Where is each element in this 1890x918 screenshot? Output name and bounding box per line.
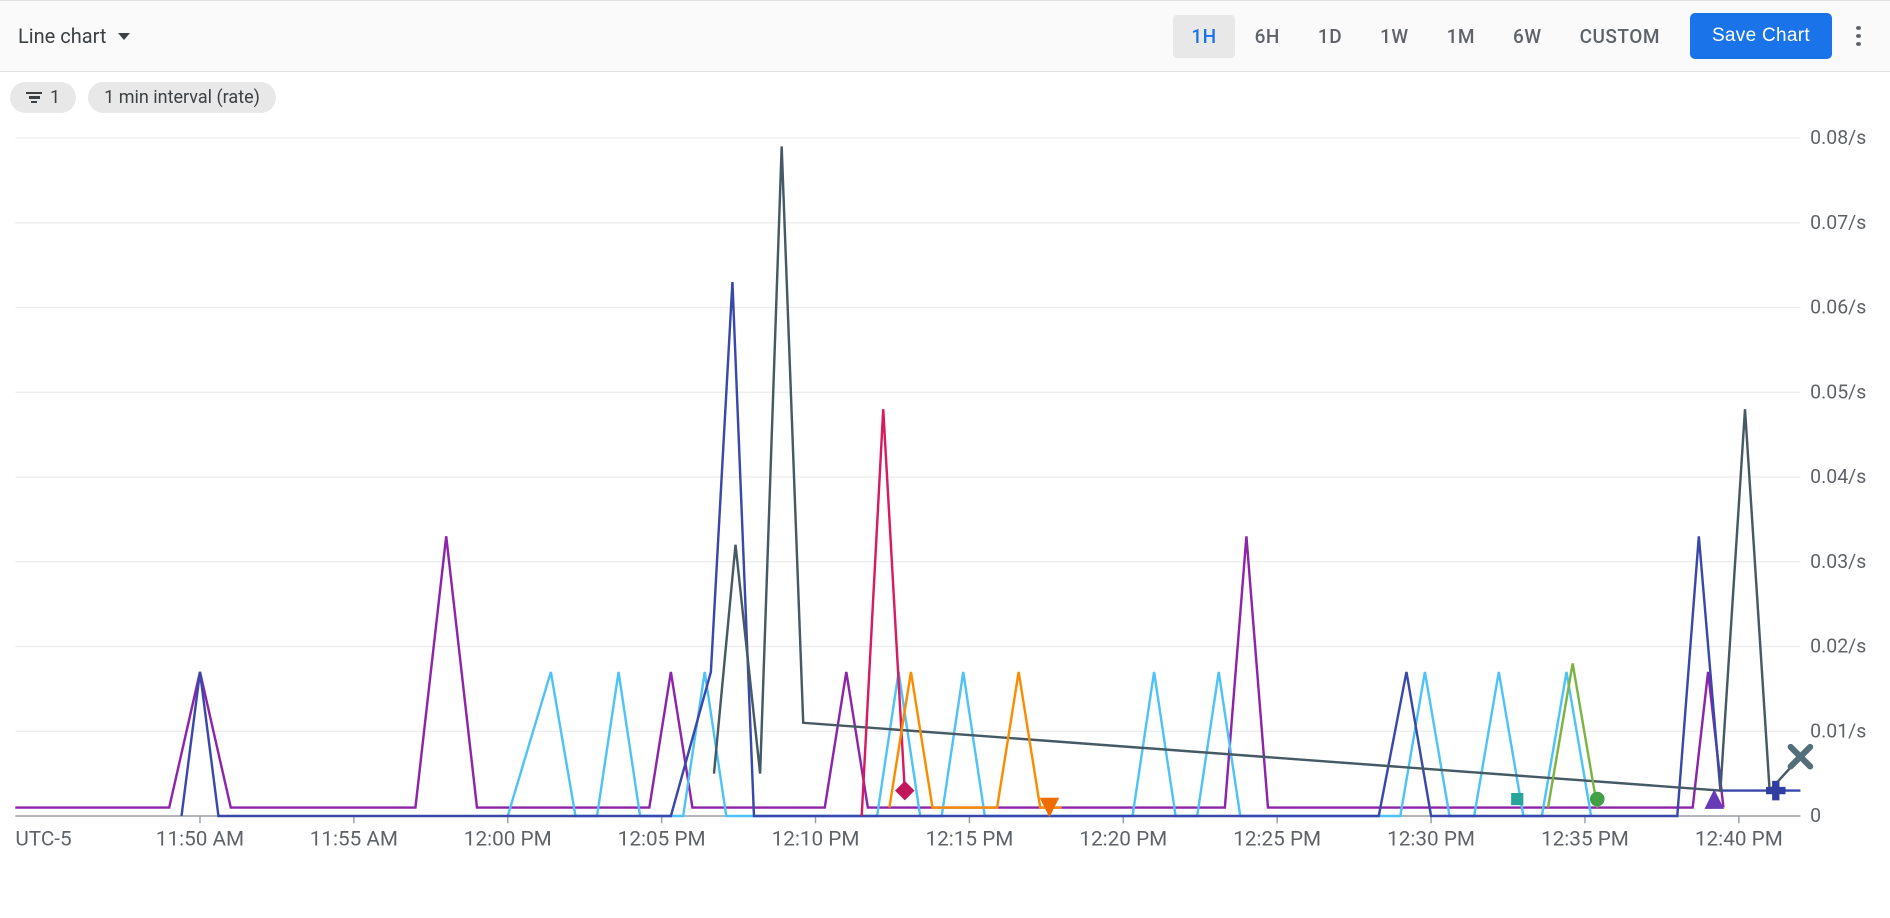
interval-chip[interactable]: 1 min interval (rate) bbox=[88, 82, 276, 113]
time-range-1h[interactable]: 1H bbox=[1173, 15, 1234, 58]
time-range-1m[interactable]: 1M bbox=[1429, 15, 1493, 58]
x-tick-label: 12:25 PM bbox=[1233, 827, 1321, 851]
x-tick-label: 12:10 PM bbox=[772, 827, 860, 851]
caret-down-icon bbox=[118, 33, 130, 40]
x-tick-label: 12:30 PM bbox=[1387, 827, 1475, 851]
chart-area: 0 0.01/s 0.02/s 0.03/s 0.04/s 0.05/s 0.06/s 0.0… bbox=[0, 115, 1890, 861]
y-tick-label: 0.02/s bbox=[1810, 635, 1866, 658]
marker-square bbox=[1511, 793, 1523, 805]
x-tick-label: 12:15 PM bbox=[925, 827, 1013, 851]
chart-toolbar: Line chart 1H6H1D1W1M6WCUSTOM Save Chart bbox=[0, 0, 1890, 72]
x-tick-label: 11:50 AM bbox=[156, 827, 244, 851]
time-range-6w[interactable]: 6W bbox=[1495, 15, 1560, 58]
y-tick-label: 0.03/s bbox=[1810, 550, 1866, 573]
x-tick-label: 12:05 PM bbox=[618, 827, 706, 851]
marker-x bbox=[1791, 747, 1811, 767]
chart-type-label: Line chart bbox=[18, 24, 106, 48]
time-range-group: 1H6H1D1W1M6WCUSTOM bbox=[1173, 15, 1678, 58]
filter-icon bbox=[26, 92, 42, 103]
series-darkslate bbox=[714, 146, 1800, 790]
line-chart-svg[interactable]: 0 0.01/s 0.02/s 0.03/s 0.04/s 0.05/s 0.06/s 0.0… bbox=[8, 121, 1876, 857]
y-tick-label: 0.01/s bbox=[1810, 719, 1866, 742]
filter-chip[interactable]: 1 bbox=[10, 82, 76, 113]
toolbar-right: 1H6H1D1W1M6WCUSTOM Save Chart bbox=[1173, 13, 1872, 59]
y-tick-label: 0.06/s bbox=[1810, 296, 1866, 319]
filter-count-label: 1 bbox=[50, 87, 60, 108]
timezone-label: UTC-5 bbox=[15, 827, 71, 851]
more-options-button[interactable] bbox=[1844, 22, 1872, 50]
chip-row: 1 1 min interval (rate) bbox=[0, 72, 1890, 115]
y-tick-label: 0.04/s bbox=[1810, 465, 1866, 488]
marker-diamond bbox=[895, 781, 915, 801]
time-range-1w[interactable]: 1W bbox=[1362, 15, 1427, 58]
x-tick-label: 12:35 PM bbox=[1541, 827, 1629, 851]
y-tick-label: 0.07/s bbox=[1810, 211, 1866, 234]
x-tick-label: 12:00 PM bbox=[464, 827, 552, 851]
y-tick-label: 0 bbox=[1810, 804, 1821, 827]
chart-type-selector[interactable]: Line chart bbox=[18, 24, 130, 48]
save-chart-button[interactable]: Save Chart bbox=[1690, 13, 1832, 59]
time-range-custom[interactable]: CUSTOM bbox=[1562, 15, 1678, 58]
x-tick-label: 12:20 PM bbox=[1079, 827, 1167, 851]
time-range-1d[interactable]: 1D bbox=[1300, 15, 1360, 58]
x-tick-label: 12:40 PM bbox=[1695, 827, 1783, 851]
time-range-6h[interactable]: 6H bbox=[1237, 15, 1298, 58]
y-tick-label: 0.05/s bbox=[1810, 380, 1866, 403]
y-tick-label: 0.08/s bbox=[1810, 126, 1866, 149]
interval-label: 1 min interval (rate) bbox=[104, 87, 260, 108]
x-tick-label: 11:55 AM bbox=[310, 827, 398, 851]
marker-circle bbox=[1590, 792, 1605, 807]
